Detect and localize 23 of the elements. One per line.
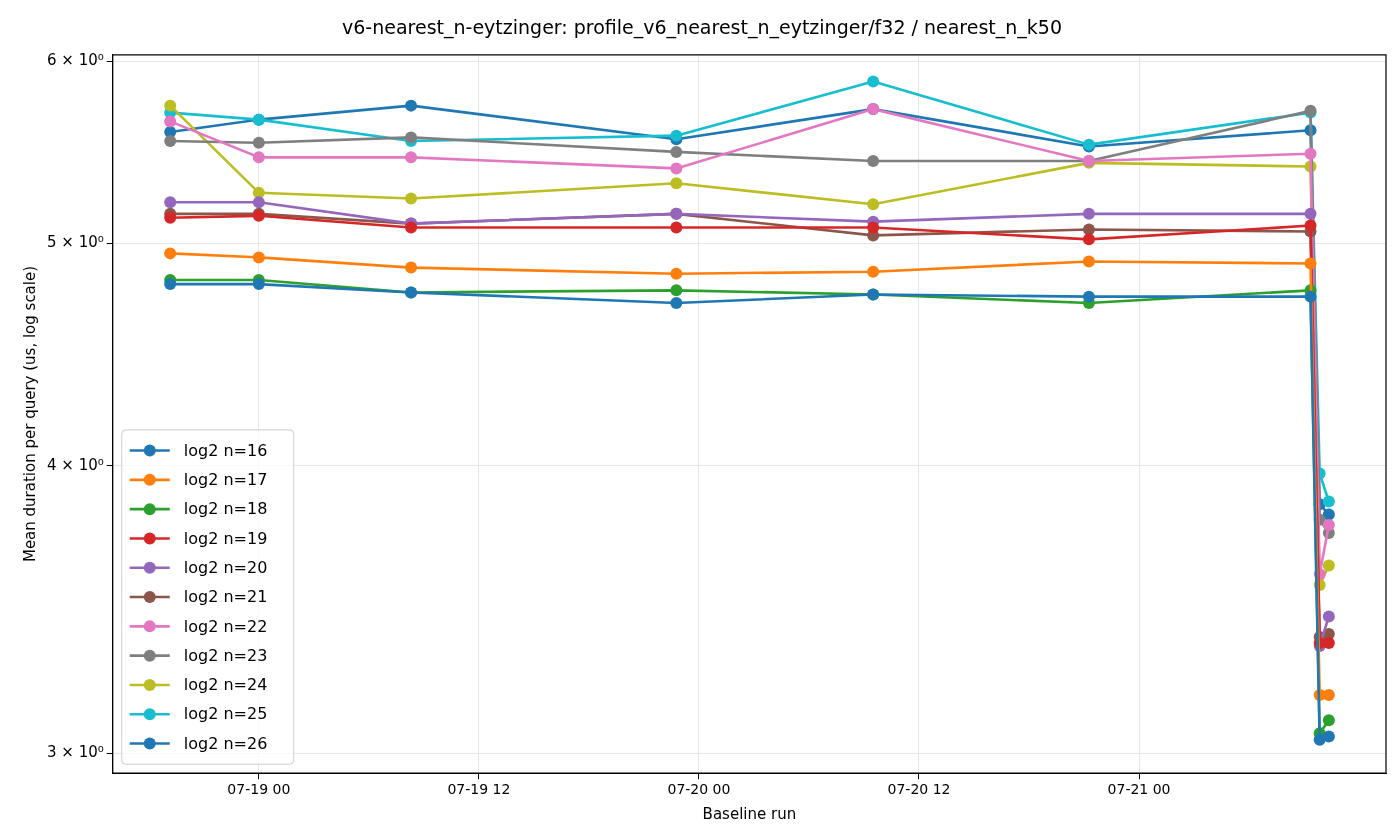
legend-label: log2 n=20 bbox=[183, 557, 268, 577]
x-tick-label: 07-20 00 bbox=[667, 781, 731, 798]
legend-label: log2 n=24 bbox=[183, 675, 268, 695]
x-tick-label: 07-19 00 bbox=[227, 781, 291, 798]
legend-label: log2 n=17 bbox=[183, 470, 268, 490]
y-tick-label: 4 × 10⁰ bbox=[47, 455, 104, 474]
legend-label: log2 n=19 bbox=[183, 528, 268, 548]
y-tick-label: 6 × 10⁰ bbox=[47, 51, 104, 70]
legend-label: log2 n=25 bbox=[183, 704, 268, 724]
y-axis-title: Mean duration per query (us, log scale) bbox=[20, 265, 39, 563]
x-tick-label: 07-20 12 bbox=[887, 781, 951, 798]
legend-label: log2 n=23 bbox=[183, 645, 268, 665]
x-tick-label: 07-21 00 bbox=[1107, 781, 1171, 798]
x-tick-label: 07-19 12 bbox=[447, 781, 511, 798]
legend-label: log2 n=21 bbox=[183, 587, 268, 607]
y-tick-label: 5 × 10⁰ bbox=[47, 233, 104, 252]
y-tick-label: 3 × 10⁰ bbox=[47, 742, 104, 761]
x-axis-title: Baseline run bbox=[702, 804, 797, 823]
chart-title: v6-nearest_n-eytzinger: profile_v6_nearest_n_eytzinger/f32 / nearest_n_k50 bbox=[342, 16, 1062, 40]
legend-label: log2 n=18 bbox=[183, 499, 268, 519]
legend-label: log2 n=26 bbox=[183, 733, 268, 753]
legend-label: log2 n=16 bbox=[183, 440, 268, 460]
legend-label: log2 n=22 bbox=[183, 616, 268, 636]
